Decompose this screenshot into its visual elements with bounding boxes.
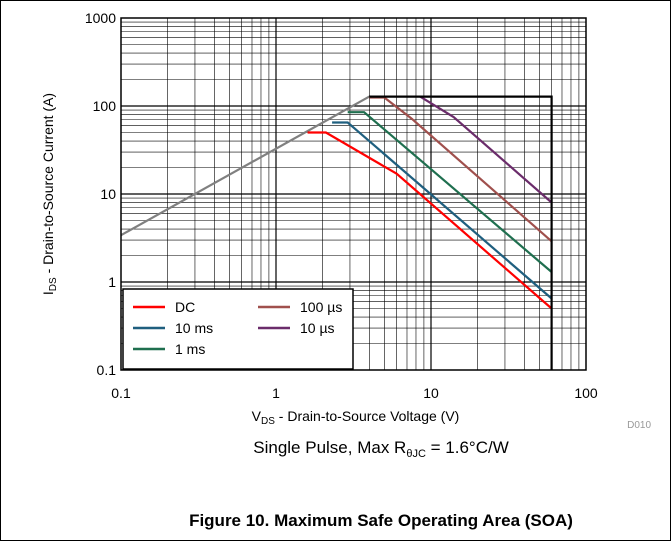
figure-caption: Figure 10. Maximum Safe Operating Area (… <box>189 511 573 530</box>
x-tick-label: 10 <box>423 385 439 401</box>
subtitle-sub: θJC <box>406 448 426 460</box>
soa-boundary-line <box>369 95 553 370</box>
grid <box>121 18 586 370</box>
legend-label: DC <box>175 299 195 315</box>
legend-label: 10 µs <box>300 320 335 336</box>
legend-label: 1 ms <box>175 341 205 357</box>
figure-id: D010 <box>627 420 651 431</box>
series-line-0 <box>307 131 553 310</box>
rdson-limit-line <box>120 95 370 237</box>
plot-area-border <box>120 17 587 371</box>
subtitle-suffix: = 1.6°C/W <box>426 438 509 457</box>
x-axis-label-main: V <box>252 408 262 424</box>
series-line-1 <box>332 121 553 300</box>
y-axis-label-rest: - Drain-to-Source Current (A) <box>40 93 56 277</box>
x-tick-label: 100 <box>574 385 598 401</box>
x-axis-label-sub: DS <box>261 416 275 427</box>
legend-label: 100 µs <box>300 299 342 315</box>
subtitle-prefix: Single Pulse, Max R <box>253 438 406 457</box>
chart-subtitle: Single Pulse, Max RθJC = 1.6°C/W <box>253 438 509 460</box>
series-line-2 <box>347 111 553 273</box>
y-axis-label-sub: DS <box>48 277 59 291</box>
y-tick-label: 100 <box>93 98 117 114</box>
x-axis-label: VDS - Drain-to-Source Voltage (V) <box>252 408 460 427</box>
legend: DC 10 ms 1 ms 100 µs 10 µs <box>122 288 354 370</box>
series-line-4 <box>419 95 553 204</box>
legend-label: 10 ms <box>175 320 213 336</box>
y-tick-label: 1 <box>108 274 116 290</box>
x-axis-label-rest: - Drain-to-Source Voltage (V) <box>275 408 459 424</box>
y-tick-label: 0.1 <box>97 362 117 378</box>
y-tick-label: 10 <box>100 186 116 202</box>
y-axis-label: IDS - Drain-to-Source Current (A) <box>40 93 59 295</box>
limit-line-layer <box>120 95 370 237</box>
x-tick-label: 0.1 <box>111 385 131 401</box>
x-tick-label: 1 <box>272 385 280 401</box>
y-axis-label-main: I <box>40 291 56 295</box>
boundary-layer <box>369 95 553 370</box>
y-tick-label: 1000 <box>85 10 116 26</box>
tick-labels: 0.1 1 10 100 1000 0.1 1 10 100 <box>85 10 598 401</box>
